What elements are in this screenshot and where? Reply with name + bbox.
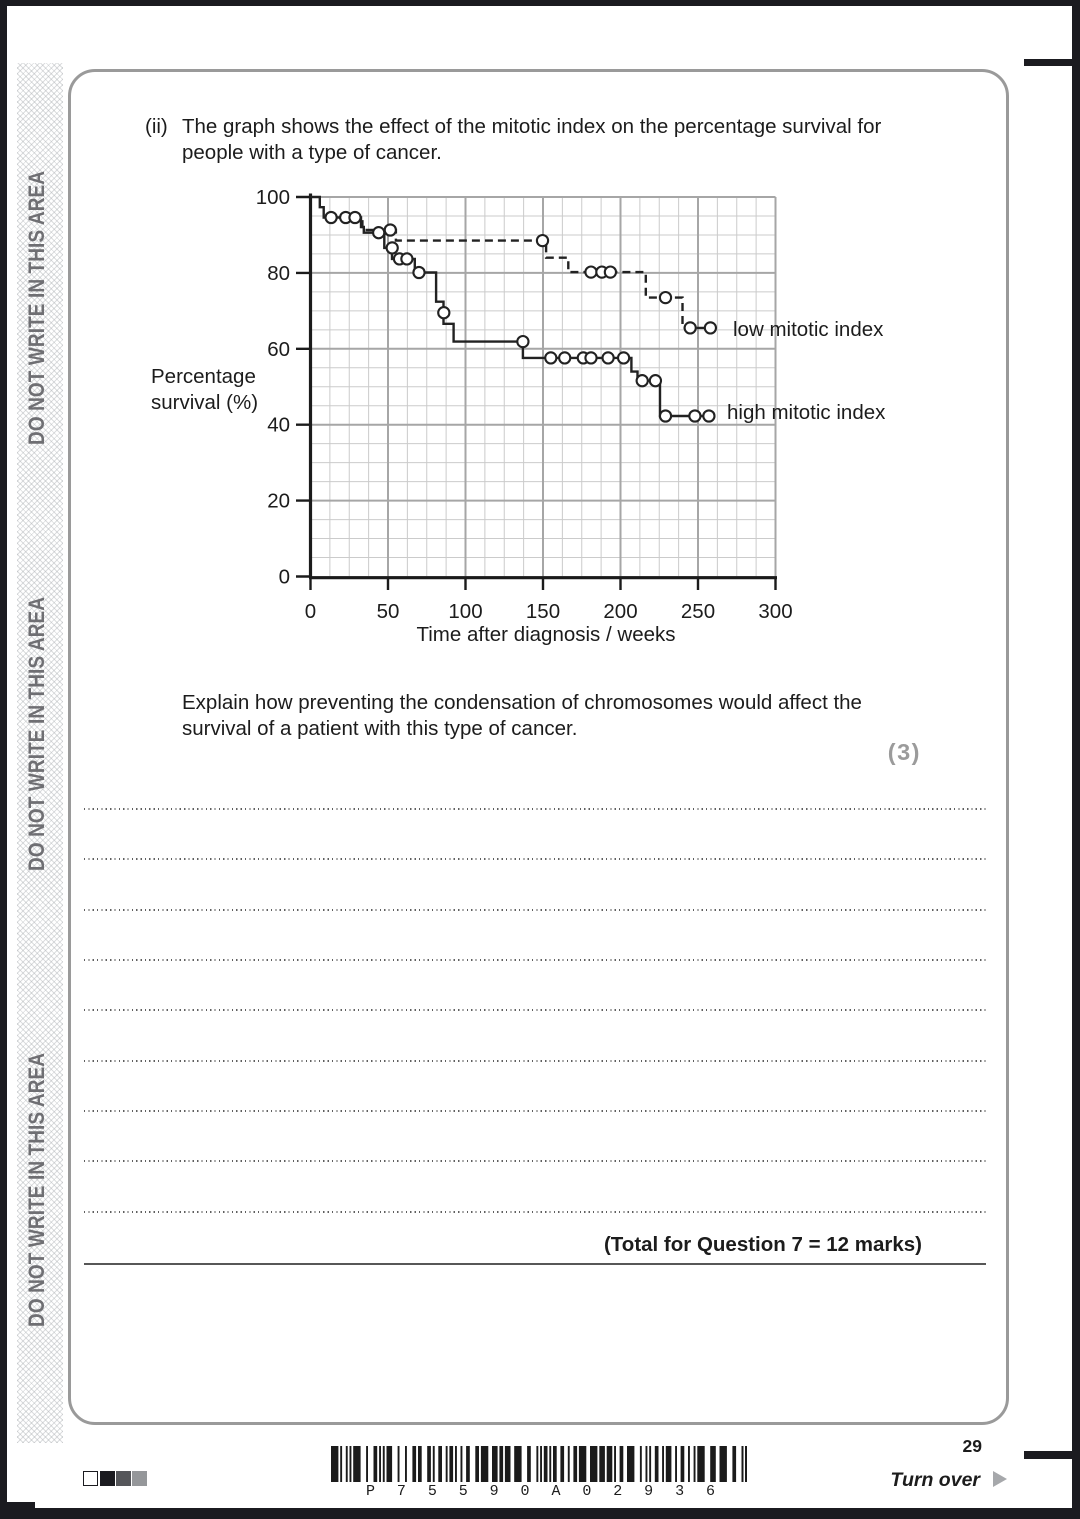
svg-text:Time after diagnosis / weeks: Time after diagnosis / weeks [416,623,675,646]
svg-text:80: 80 [267,262,290,285]
svg-text:100: 100 [448,600,482,623]
svg-text:50: 50 [377,600,400,623]
svg-text:40: 40 [267,414,290,437]
svg-text:150: 150 [526,600,560,623]
svg-text:250: 250 [681,600,715,623]
svg-text:200: 200 [603,600,637,623]
svg-text:Percentage: Percentage [151,365,256,388]
svg-text:low mitotic index: low mitotic index [733,318,884,341]
svg-text:60: 60 [267,338,290,361]
svg-text:survival (%): survival (%) [151,391,258,414]
svg-text:100: 100 [256,186,290,209]
svg-text:20: 20 [267,490,290,513]
svg-text:0: 0 [305,600,316,623]
svg-text:high mitotic index: high mitotic index [727,401,886,424]
svg-text:0: 0 [279,566,290,589]
svg-text:300: 300 [758,600,792,623]
